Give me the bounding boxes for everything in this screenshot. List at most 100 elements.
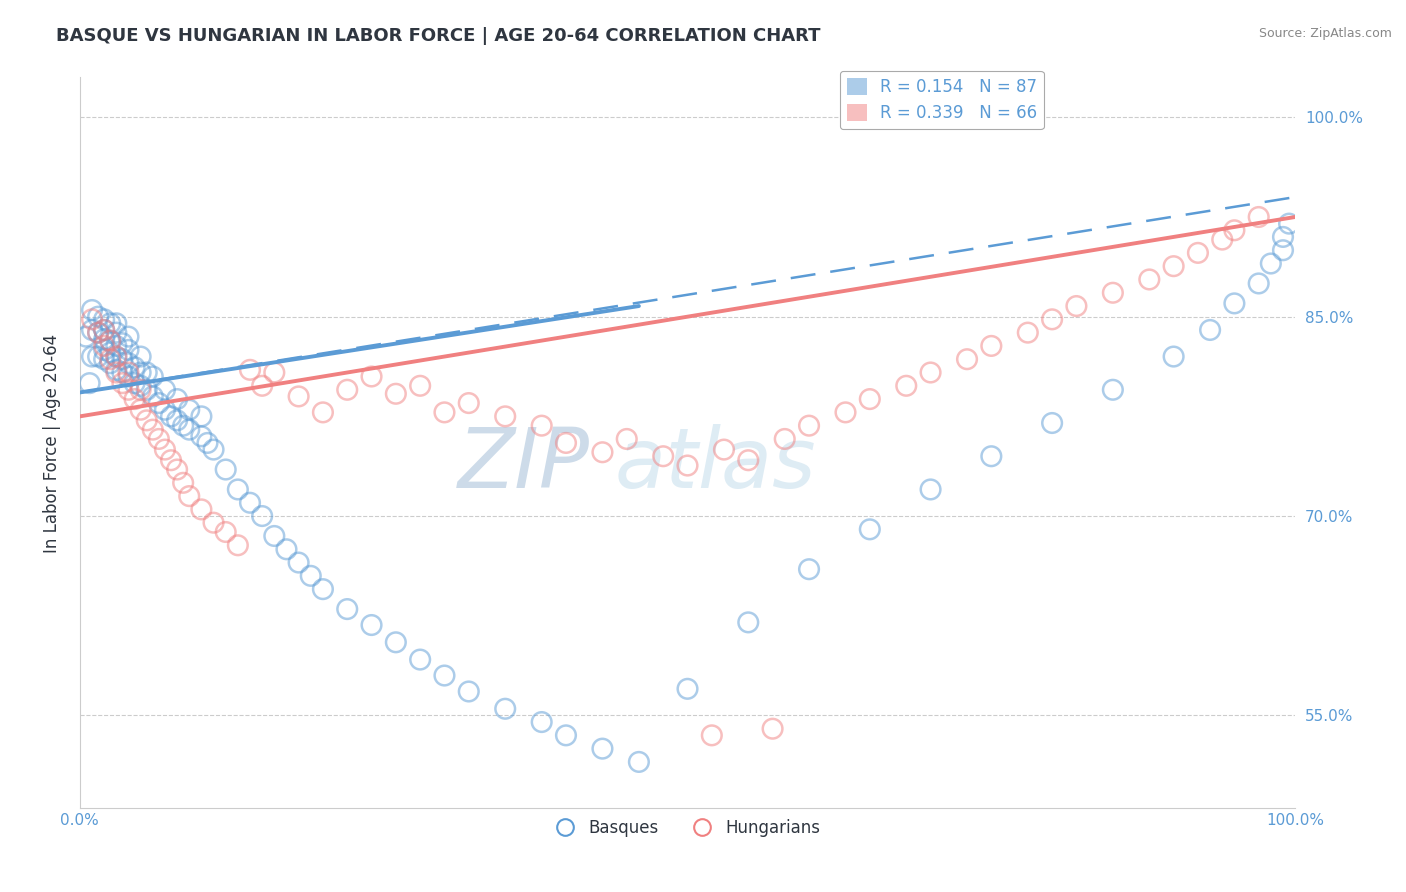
Point (202, 442, 225, 457)
Point (166, 462, 188, 476)
Point (494, 702, 516, 716)
Point (153, 402, 176, 417)
Point (172, 418, 194, 433)
Point (105, 326, 128, 340)
Point (409, 379, 432, 393)
Point (135, 383, 157, 397)
Point (555, 728, 578, 742)
Point (797, 418, 820, 433)
Point (172, 475, 194, 490)
Point (797, 562, 820, 576)
Point (312, 582, 335, 596)
Point (129, 366, 152, 380)
Point (148, 432, 170, 446)
Point (312, 405, 335, 419)
Point (190, 409, 212, 424)
Point (105, 350, 128, 364)
Point (530, 418, 553, 433)
Point (129, 379, 152, 393)
Point (93, 323, 115, 337)
Point (129, 402, 152, 417)
Point (179, 489, 201, 503)
Point (299, 569, 322, 583)
Point (494, 409, 516, 424)
Point (142, 423, 165, 437)
Point (105, 350, 128, 364)
Point (160, 453, 183, 467)
Point (105, 316, 128, 330)
Point (87, 326, 110, 340)
Text: atlas: atlas (614, 425, 817, 506)
Point (153, 383, 176, 397)
Point (190, 502, 212, 516)
Point (117, 369, 139, 384)
Point (859, 392, 882, 406)
Point (360, 369, 382, 384)
Point (896, 379, 918, 393)
Point (105, 366, 128, 380)
Point (160, 409, 183, 424)
Point (360, 618, 382, 632)
Point (239, 363, 262, 377)
Point (202, 516, 225, 530)
Point (135, 413, 157, 427)
Point (1260, 256, 1282, 270)
Point (1187, 245, 1209, 260)
Point (117, 329, 139, 343)
Point (80, 303, 103, 318)
Point (135, 366, 157, 380)
Point (87, 350, 110, 364)
Point (652, 449, 675, 463)
Point (737, 453, 759, 467)
Point (117, 366, 139, 380)
Point (124, 392, 146, 406)
Point (93, 332, 115, 346)
Point (166, 392, 188, 406)
Point (98, 334, 121, 348)
Point (1017, 326, 1039, 340)
Y-axis label: In Labor Force | Age 20-64: In Labor Force | Age 20-64 (44, 334, 60, 552)
Point (627, 755, 650, 769)
Point (93, 323, 115, 337)
Point (616, 432, 638, 446)
Point (179, 402, 201, 417)
Point (773, 432, 796, 446)
Point (1040, 416, 1063, 430)
Point (197, 436, 219, 450)
Point (1163, 350, 1185, 364)
Point (385, 635, 408, 649)
Point (111, 336, 134, 351)
Point (124, 360, 146, 375)
Point (1247, 210, 1270, 224)
Point (433, 405, 456, 419)
Point (105, 339, 128, 353)
Text: ZIP: ZIP (458, 425, 591, 506)
Point (117, 343, 139, 357)
Point (239, 496, 262, 510)
Point (336, 383, 359, 397)
Point (111, 352, 134, 367)
Point (250, 509, 273, 524)
Point (93, 312, 115, 326)
Point (555, 436, 578, 450)
Point (98, 352, 121, 367)
Point (111, 376, 134, 391)
Point (1102, 285, 1125, 300)
Point (591, 445, 613, 459)
Point (1066, 299, 1088, 313)
Point (93, 343, 115, 357)
Point (591, 741, 613, 756)
Point (956, 352, 979, 367)
Point (226, 483, 249, 497)
Point (263, 529, 285, 543)
Point (1163, 259, 1185, 273)
Point (713, 442, 735, 457)
Point (250, 379, 273, 393)
Point (263, 366, 285, 380)
Point (166, 413, 188, 427)
Point (80, 312, 103, 326)
Point (80, 323, 103, 337)
Point (142, 389, 165, 403)
Point (111, 366, 134, 380)
Point (93, 339, 115, 353)
